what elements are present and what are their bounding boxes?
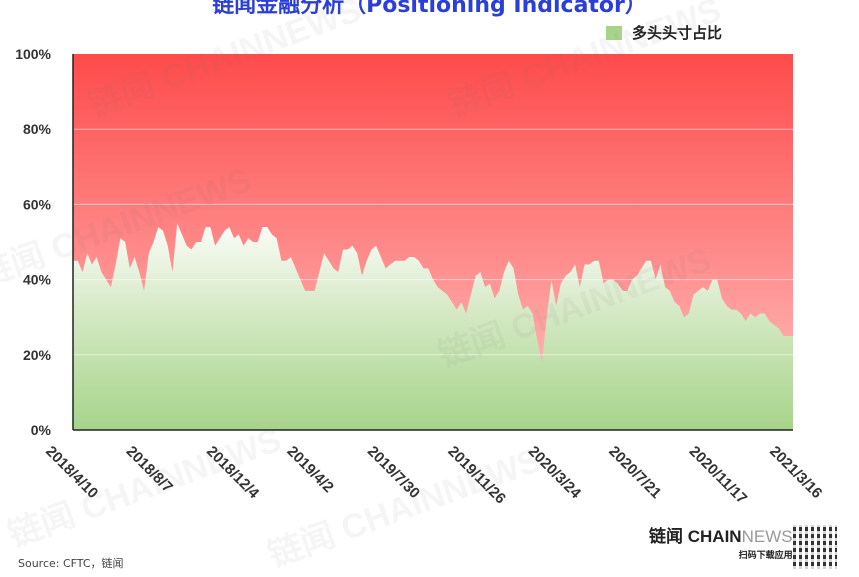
brand-cn: 链闻	[649, 527, 683, 546]
x-tick-label: 2021/3/16	[766, 443, 825, 502]
x-tick-label: 2020/11/17	[686, 443, 751, 508]
y-tick-label: 100%	[15, 46, 51, 62]
y-tick-label: 20%	[23, 347, 52, 363]
brand-en-bold: CHAIN	[688, 527, 742, 546]
brand-logo: 链闻 CHAINNEWS 扫码下载应用	[649, 528, 793, 561]
brand-en-light: NEWS	[742, 527, 793, 546]
x-tick-label: 2019/4/2	[284, 443, 337, 496]
y-tick-label: 0%	[31, 422, 52, 438]
brand-name: 链闻 CHAINNEWS	[649, 528, 793, 546]
qr-code	[793, 525, 837, 569]
source-note: Source: CFTC，链闻	[18, 555, 124, 571]
x-tick-label: 2020/7/21	[605, 443, 664, 502]
brand-subtitle: 扫码下载应用	[739, 548, 793, 561]
y-tick-label: 60%	[23, 196, 52, 212]
y-tick-label: 80%	[23, 121, 52, 137]
